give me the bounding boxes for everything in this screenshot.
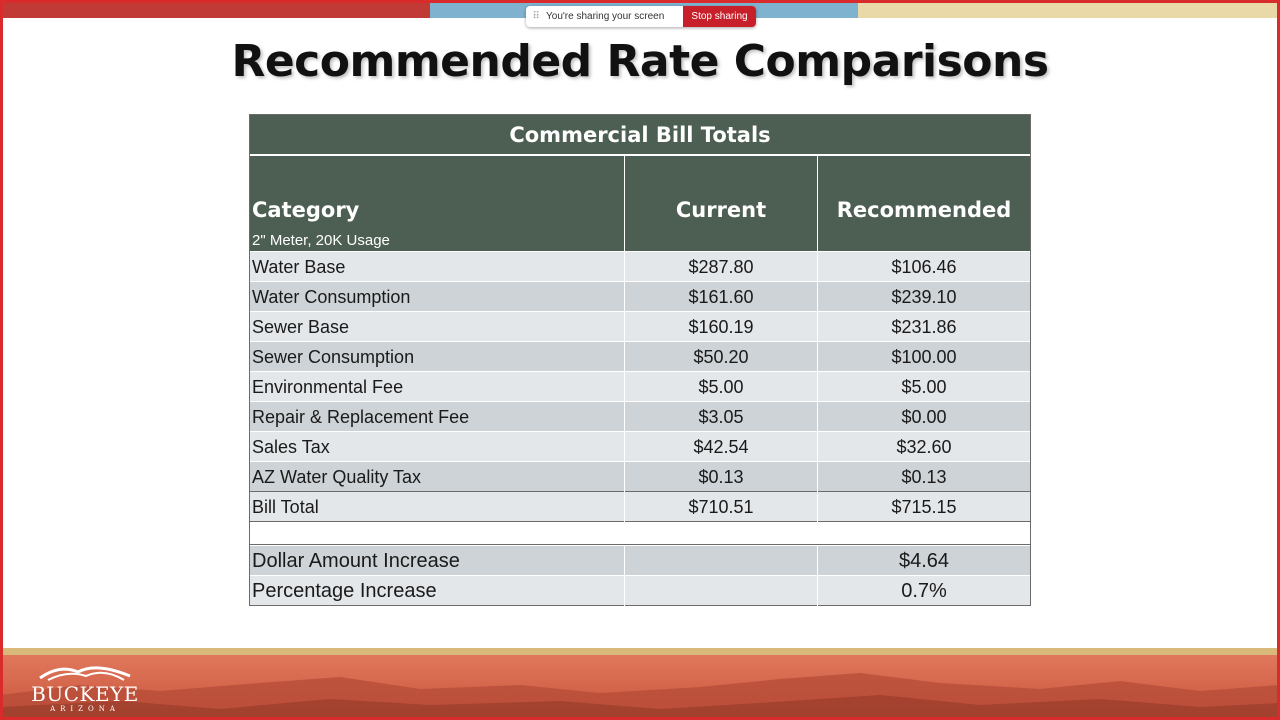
row-category: Sewer Consumption	[250, 342, 625, 372]
column-header-row: Category 2" Meter, 20K Usage Current Rec…	[250, 156, 1030, 251]
logo-mountain-icon	[39, 666, 131, 681]
logo-name: BUCKEYE	[31, 682, 139, 706]
row-recommended: $0.13	[901, 466, 947, 487]
logo-state: ARIZONA	[50, 705, 120, 713]
summary-category: Dollar Amount Increase	[250, 546, 625, 576]
table-row: Sewer Base $160.19 $231.86	[250, 311, 1030, 342]
summary-recommended: 0.7%	[901, 579, 947, 602]
row-current: $161.60	[625, 282, 818, 312]
stop-sharing-button[interactable]: Stop sharing	[683, 6, 756, 27]
header-category: Category	[252, 198, 360, 222]
row-current: $160.19	[625, 312, 818, 342]
slide-title: Recommended Rate Comparisons	[231, 36, 1049, 87]
row-recommended: $0.00	[901, 406, 947, 427]
row-current: $0.13	[625, 462, 818, 492]
row-recommended: $239.10	[891, 286, 957, 307]
summary-category: Percentage Increase	[250, 576, 625, 606]
summary-row: Dollar Amount Increase $4.64	[250, 545, 1030, 576]
buckeye-logo: BUCKEYE ARIZONA	[28, 660, 142, 716]
row-current: $3.05	[625, 402, 818, 432]
table-spacer-row	[250, 521, 1030, 545]
row-recommended: $100.00	[891, 346, 957, 367]
row-recommended: $231.86	[891, 316, 957, 337]
slide-footer-banner	[0, 648, 1280, 720]
row-category: Environmental Fee	[250, 372, 625, 402]
summary-current	[625, 576, 818, 606]
header-recommended-cell: Recommended	[818, 156, 1030, 251]
row-current: $50.20	[625, 342, 818, 372]
strip-red	[0, 0, 430, 18]
total-row: Bill Total $710.51 $715.15	[250, 491, 1030, 522]
row-current: $287.80	[625, 252, 818, 282]
mountain-silhouette	[0, 673, 1280, 720]
drag-grip-icon[interactable]: ⠿	[532, 11, 540, 22]
table-row: Environmental Fee $5.00 $5.00	[250, 371, 1030, 402]
row-category: Repair & Replacement Fee	[250, 402, 625, 432]
strip-tan	[858, 0, 1280, 18]
row-category: AZ Water Quality Tax	[250, 462, 625, 492]
summary-current	[625, 546, 818, 576]
total-category: Bill Total	[250, 492, 625, 522]
table-row: Sales Tax $42.54 $32.60	[250, 431, 1030, 462]
row-recommended: $106.46	[891, 256, 957, 277]
row-recommended: $5.00	[901, 376, 947, 397]
header-category-cell: Category 2" Meter, 20K Usage	[250, 156, 625, 251]
table-row: Water Consumption $161.60 $239.10	[250, 281, 1030, 312]
row-recommended: $32.60	[896, 436, 952, 457]
header-current-cell: Current	[625, 156, 818, 251]
row-current: $42.54	[625, 432, 818, 462]
bill-comparison-table: Commercial Bill Totals Category 2" Meter…	[249, 114, 1031, 606]
row-category: Sales Tax	[250, 432, 625, 462]
table-row: Sewer Consumption $50.20 $100.00	[250, 341, 1030, 372]
table-row: Water Base $287.80 $106.46	[250, 251, 1030, 282]
table-row: AZ Water Quality Tax $0.13 $0.13	[250, 461, 1030, 492]
total-recommended: $715.15	[891, 496, 957, 517]
footer-gold-line	[0, 648, 1280, 655]
row-category: Sewer Base	[250, 312, 625, 342]
share-status-text: You're sharing your screen	[546, 11, 665, 22]
table-row: Repair & Replacement Fee $3.05 $0.00	[250, 401, 1030, 432]
header-current: Current	[675, 198, 767, 222]
table-heading: Commercial Bill Totals	[250, 115, 1030, 156]
header-recommended: Recommended	[836, 198, 1012, 222]
row-current: $5.00	[625, 372, 818, 402]
summary-row: Percentage Increase 0.7%	[250, 575, 1030, 606]
total-current: $710.51	[625, 492, 818, 522]
screen-share-bar: ⠿ You're sharing your screen Stop sharin…	[526, 6, 756, 27]
row-category: Water Base	[250, 252, 625, 282]
header-category-note: 2" Meter, 20K Usage	[252, 232, 390, 249]
row-category: Water Consumption	[250, 282, 625, 312]
summary-recommended: $4.64	[898, 549, 950, 572]
